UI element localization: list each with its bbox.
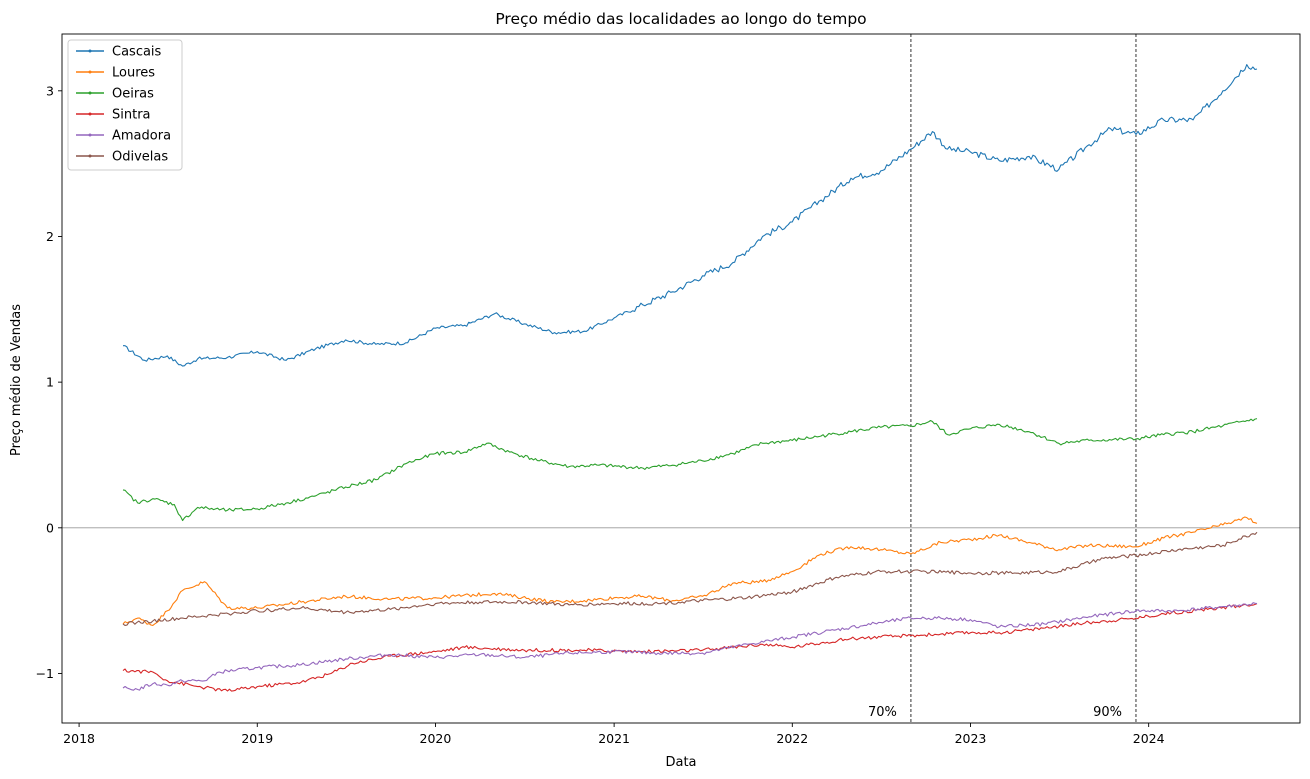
series-line-amadora <box>122 602 1258 691</box>
legend-label-loures: Loures <box>112 66 155 81</box>
y-tick-label: 2 <box>46 229 54 244</box>
x-axis-label: Data <box>665 755 696 770</box>
x-tick-label: 2019 <box>241 731 273 746</box>
y-tick-label: −1 <box>36 666 54 681</box>
legend-marker-cascais <box>88 49 92 53</box>
series-line-odivelas <box>122 531 1258 626</box>
x-tick-label: 2018 <box>63 731 95 746</box>
x-tick-label: 2021 <box>598 731 630 746</box>
plot-area: 70% 90% 2018 2019 2020 2021 2022 2023 2024 −1 0 1 2 3… <box>36 33 1301 746</box>
series-line-oeiras <box>122 418 1258 522</box>
plot-frame <box>61 33 1301 724</box>
split-label-1: 70% <box>868 705 897 720</box>
series-line-cascais <box>123 64 1258 367</box>
legend-marker-amadora <box>88 133 92 137</box>
x-tick-label: 2023 <box>955 731 987 746</box>
legend-marker-oeiras <box>88 91 92 95</box>
legend-marker-loures <box>88 70 92 74</box>
legend-marker-odivelas <box>88 154 92 158</box>
x-tick-label: 2024 <box>1133 731 1165 746</box>
legend-label-sintra: Sintra <box>112 108 151 123</box>
chart-title: Preço médio das localidades ao longo do … <box>495 10 866 28</box>
x-tick-label: 2020 <box>420 731 452 746</box>
split-label-2: 90% <box>1093 705 1122 720</box>
legend-label-oeiras: Oeiras <box>112 87 154 102</box>
y-axis-label: Preço médio de Vendas <box>9 304 24 456</box>
legend-marker-sintra <box>88 112 92 116</box>
legend-label-amadora: Amadora <box>112 129 171 144</box>
legend-label-cascais: Cascais <box>112 45 162 60</box>
series-line-sintra <box>122 603 1258 692</box>
legend-label-odivelas: Odivelas <box>112 150 168 165</box>
series-line-loures <box>122 516 1258 626</box>
y-tick-label: 0 <box>46 520 54 535</box>
y-tick-label: 1 <box>46 375 54 390</box>
x-tick-label: 2022 <box>776 731 808 746</box>
y-tick-label: 3 <box>46 83 54 98</box>
